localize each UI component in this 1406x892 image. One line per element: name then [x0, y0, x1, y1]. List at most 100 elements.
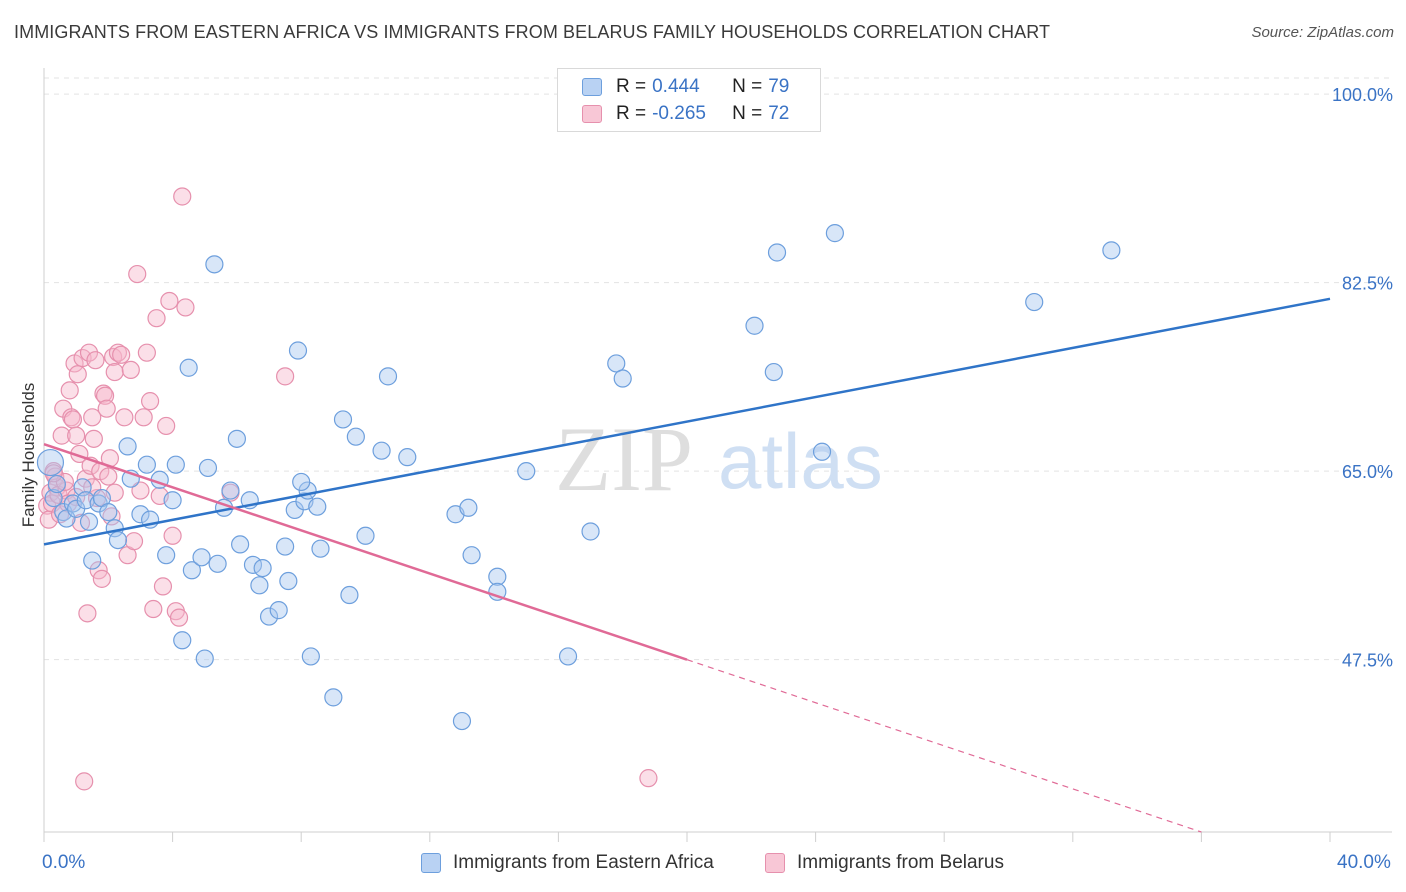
data-point-belarus — [160, 291, 179, 311]
legend-swatch-pink — [582, 105, 602, 123]
data-point-belarus — [157, 416, 176, 436]
data-point-eastern-africa — [221, 481, 240, 500]
trend-line-belarus — [43, 443, 688, 661]
data-point-eastern-africa — [47, 474, 66, 494]
data-point-eastern-africa — [462, 546, 481, 565]
data-point-belarus — [173, 187, 192, 206]
data-point-eastern-africa — [99, 502, 118, 522]
bottom-legend-belarus: Immigrants from Belarus — [765, 852, 1004, 874]
data-point-eastern-africa — [288, 341, 308, 360]
legend-row-eastern-africa: R = 0.444 N = 79 — [582, 75, 789, 99]
data-point-eastern-africa — [253, 558, 272, 578]
data-point-belarus — [108, 343, 128, 362]
data-point-belarus — [128, 264, 147, 284]
data-point-belarus — [134, 408, 153, 427]
data-point-eastern-africa — [44, 488, 63, 508]
data-point-eastern-africa — [459, 498, 478, 517]
data-point-eastern-africa — [198, 458, 218, 478]
data-point-eastern-africa — [227, 429, 246, 448]
data-point-belarus — [112, 345, 131, 364]
y-tick-label: 82.5% — [1342, 274, 1393, 294]
watermark: ZIP atlas — [555, 408, 883, 510]
data-point-belarus — [79, 343, 99, 362]
data-point-eastern-africa — [269, 601, 288, 620]
data-point-belarus — [67, 426, 86, 445]
series-eastern-africa-points — [36, 224, 1121, 731]
data-point-belarus — [176, 298, 195, 317]
data-point-eastern-africa — [259, 607, 279, 626]
data-point-eastern-africa — [276, 537, 295, 556]
data-point-belarus — [92, 569, 111, 588]
data-point-belarus — [276, 367, 295, 386]
y-tick-labels: 47.5% 65.0% 82.5% 100.0% — [1332, 85, 1393, 671]
data-point-eastern-africa — [324, 688, 343, 707]
data-point-eastern-africa — [182, 561, 201, 580]
data-point-eastern-africa — [356, 526, 375, 545]
data-point-eastern-africa — [205, 255, 224, 274]
data-point-belarus — [97, 399, 116, 418]
data-point-eastern-africa — [378, 367, 398, 386]
data-point-eastern-africa — [745, 316, 764, 335]
data-point-belarus — [60, 381, 79, 400]
data-point-eastern-africa — [333, 410, 353, 429]
data-point-belarus — [124, 532, 144, 551]
data-point-belarus — [140, 392, 160, 411]
data-point-eastern-africa — [558, 647, 578, 666]
data-point-belarus — [163, 526, 182, 545]
data-point-belarus — [78, 604, 97, 623]
y-tick-label: 65.0% — [1342, 462, 1393, 482]
data-point-belarus — [84, 429, 103, 448]
data-point-eastern-africa — [1025, 292, 1044, 312]
data-point-eastern-africa — [517, 462, 536, 481]
data-point-eastern-africa — [607, 354, 626, 373]
data-point-eastern-africa — [581, 522, 600, 541]
data-point-eastern-africa — [157, 546, 176, 565]
data-point-eastern-africa — [340, 585, 359, 605]
legend-n-value: 79 — [768, 76, 790, 97]
data-point-eastern-africa — [767, 243, 787, 262]
legend-r-label: R = — [616, 76, 647, 97]
data-point-eastern-africa — [163, 491, 182, 510]
data-point-eastern-africa — [372, 441, 391, 460]
y-axis-label: Family Households — [19, 382, 38, 528]
trend-line-eastern-africa — [43, 297, 1331, 546]
data-point-eastern-africa — [292, 472, 311, 492]
data-point-belarus — [115, 408, 134, 427]
source-label: Source: ZipAtlas.com — [1251, 24, 1394, 41]
legend-r-label: R = — [616, 103, 647, 124]
legend-n-value: 72 — [768, 103, 790, 124]
data-point-eastern-africa — [173, 631, 192, 650]
data-point-eastern-africa — [279, 571, 298, 591]
data-point-eastern-africa — [79, 512, 99, 531]
data-point-belarus — [83, 408, 102, 427]
data-point-belarus — [99, 467, 118, 486]
data-point-eastern-africa — [137, 455, 156, 474]
data-point-eastern-africa — [250, 576, 269, 595]
x-tick-label-max: 40.0% — [1337, 852, 1391, 873]
data-point-belarus — [105, 362, 124, 382]
data-point-eastern-africa — [195, 649, 214, 668]
data-point-belarus — [169, 608, 189, 627]
trend-extension-belarus — [686, 659, 1202, 833]
y-tick-label: 47.5% — [1342, 651, 1393, 671]
data-point-belarus — [121, 360, 140, 380]
x-tick-label-min: 0.0% — [42, 852, 86, 873]
data-point-belarus — [639, 769, 658, 788]
chart-title: IMMIGRANTS FROM EASTERN AFRICA VS IMMIGR… — [14, 22, 1051, 42]
data-point-eastern-africa — [243, 555, 263, 574]
data-point-eastern-africa — [825, 224, 844, 243]
data-point-eastern-africa — [398, 448, 417, 467]
data-point-eastern-africa — [301, 647, 320, 666]
data-point-belarus — [68, 365, 87, 384]
data-point-eastern-africa — [812, 442, 832, 461]
data-point-belarus — [147, 309, 166, 328]
bottom-legend-swatch-blue — [421, 853, 441, 873]
data-point-belarus — [52, 426, 71, 445]
legend-r-value: -0.265 — [652, 103, 706, 124]
data-point-belarus — [44, 464, 63, 483]
data-point-eastern-africa — [57, 509, 76, 528]
data-point-belarus — [144, 599, 163, 619]
data-point-eastern-africa — [179, 358, 198, 377]
correlation-legend: R = 0.444 N = 79 R = -0.265 N = 72 — [557, 68, 821, 132]
